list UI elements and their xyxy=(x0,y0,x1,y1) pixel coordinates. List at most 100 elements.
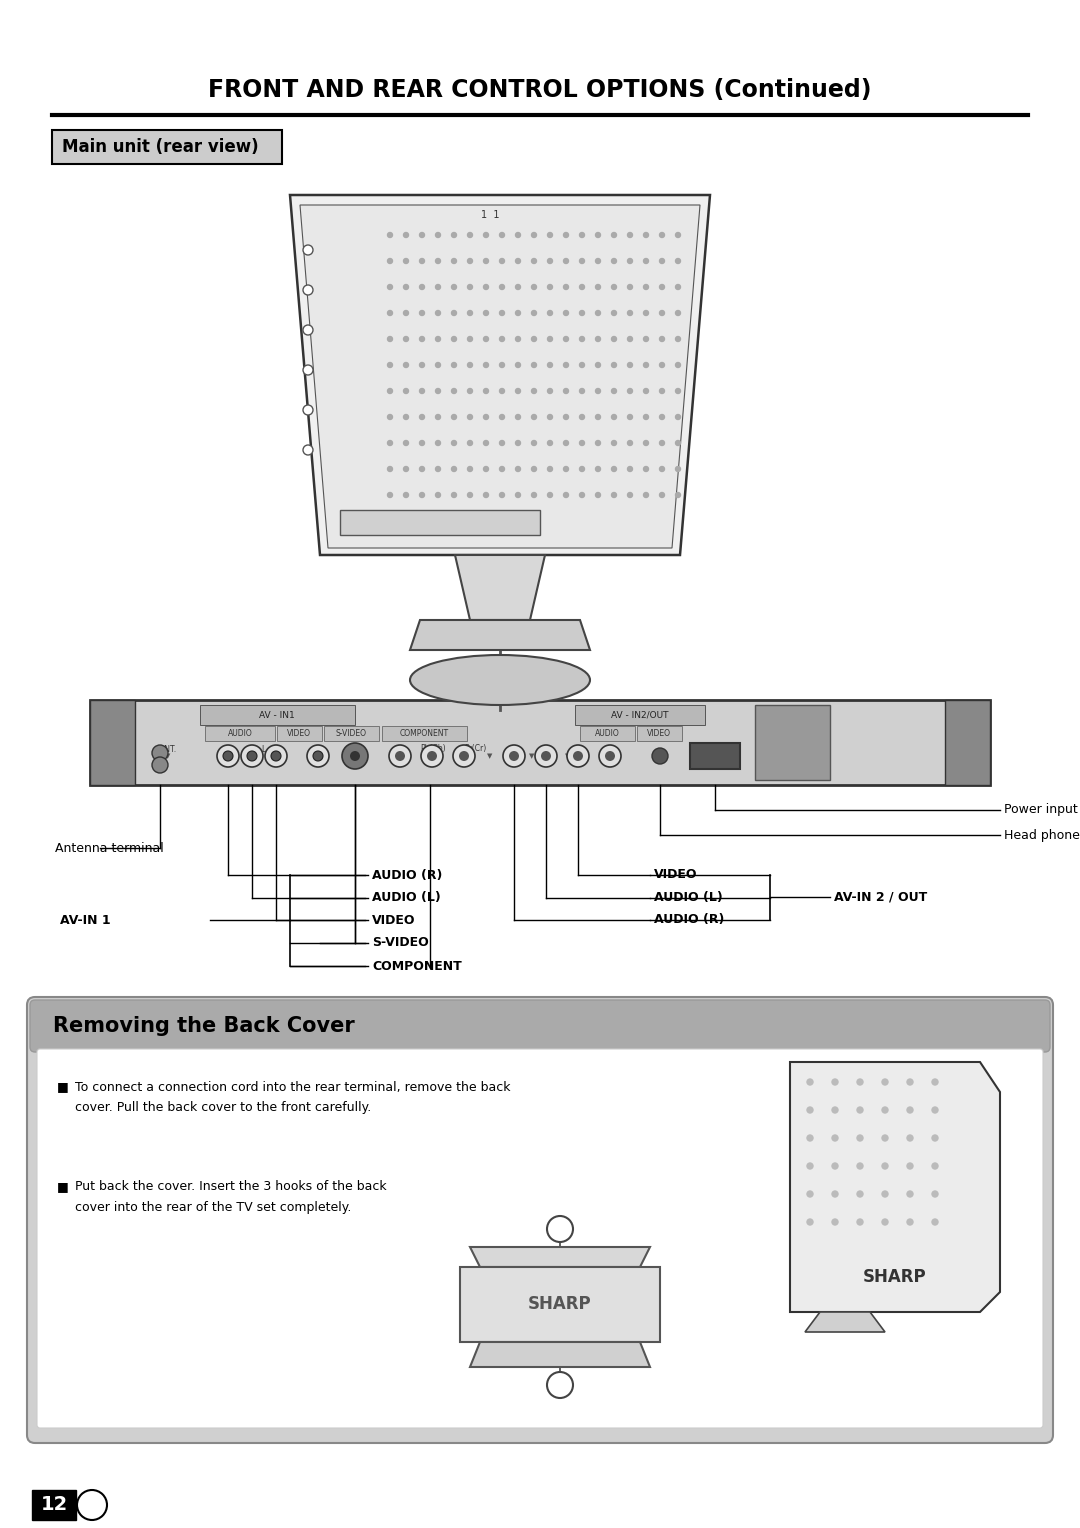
Circle shape xyxy=(858,1106,863,1112)
Text: S-VIDEO: S-VIDEO xyxy=(336,729,366,738)
Polygon shape xyxy=(300,205,700,549)
Text: DC12V: DC12V xyxy=(779,740,805,749)
Circle shape xyxy=(595,492,600,498)
Text: COMPONENT: COMPONENT xyxy=(400,729,448,738)
Circle shape xyxy=(388,388,392,394)
Circle shape xyxy=(644,388,648,394)
Circle shape xyxy=(548,232,553,237)
Circle shape xyxy=(484,310,488,315)
Circle shape xyxy=(468,466,473,472)
Circle shape xyxy=(515,440,521,446)
Circle shape xyxy=(627,284,633,289)
Text: Pr(Cr): Pr(Cr) xyxy=(464,744,486,753)
Circle shape xyxy=(303,405,313,416)
Text: ▼: ▼ xyxy=(245,753,251,759)
Circle shape xyxy=(541,750,551,761)
Text: Pb(Cb): Pb(Cb) xyxy=(420,744,446,753)
Circle shape xyxy=(484,336,488,341)
Circle shape xyxy=(644,284,648,289)
Circle shape xyxy=(531,310,537,315)
Circle shape xyxy=(644,440,648,446)
Circle shape xyxy=(627,414,633,420)
Circle shape xyxy=(468,336,473,341)
Circle shape xyxy=(499,466,504,472)
Polygon shape xyxy=(789,1062,1000,1313)
Circle shape xyxy=(611,492,617,498)
Polygon shape xyxy=(291,196,710,555)
Circle shape xyxy=(644,258,648,263)
Circle shape xyxy=(451,492,457,498)
Circle shape xyxy=(611,362,617,368)
Circle shape xyxy=(515,336,521,341)
Circle shape xyxy=(404,258,408,263)
Circle shape xyxy=(580,414,584,420)
Circle shape xyxy=(419,492,424,498)
Circle shape xyxy=(652,749,669,764)
Circle shape xyxy=(435,258,441,263)
Circle shape xyxy=(564,414,568,420)
Text: Main unit (rear view): Main unit (rear view) xyxy=(62,138,258,156)
Circle shape xyxy=(451,414,457,420)
Circle shape xyxy=(595,258,600,263)
Circle shape xyxy=(675,414,680,420)
Circle shape xyxy=(468,362,473,368)
Text: Y: Y xyxy=(396,744,402,753)
Circle shape xyxy=(435,284,441,289)
Circle shape xyxy=(350,750,360,761)
Circle shape xyxy=(832,1219,838,1225)
Circle shape xyxy=(807,1190,813,1196)
Circle shape xyxy=(404,336,408,341)
Circle shape xyxy=(807,1219,813,1225)
Circle shape xyxy=(675,336,680,341)
Bar xyxy=(382,726,467,741)
Circle shape xyxy=(627,466,633,472)
Circle shape xyxy=(435,232,441,237)
Circle shape xyxy=(419,310,424,315)
Circle shape xyxy=(660,466,664,472)
Circle shape xyxy=(388,466,392,472)
Circle shape xyxy=(627,440,633,446)
Bar xyxy=(90,700,990,785)
Circle shape xyxy=(515,284,521,289)
Circle shape xyxy=(580,492,584,498)
Circle shape xyxy=(611,258,617,263)
Circle shape xyxy=(882,1190,888,1196)
Bar xyxy=(52,130,282,163)
Circle shape xyxy=(611,232,617,237)
Circle shape xyxy=(564,388,568,394)
Circle shape xyxy=(217,746,239,767)
Text: VIDEO: VIDEO xyxy=(647,729,671,738)
Circle shape xyxy=(303,244,313,255)
Circle shape xyxy=(388,232,392,237)
Circle shape xyxy=(515,232,521,237)
Text: Removing the Back Cover: Removing the Back Cover xyxy=(53,1016,354,1036)
Circle shape xyxy=(580,388,584,394)
Circle shape xyxy=(605,750,615,761)
Circle shape xyxy=(499,414,504,420)
Circle shape xyxy=(499,310,504,315)
Circle shape xyxy=(580,466,584,472)
Text: cover. Pull the back cover to the front carefully.: cover. Pull the back cover to the front … xyxy=(75,1100,372,1114)
Circle shape xyxy=(595,414,600,420)
Circle shape xyxy=(644,414,648,420)
Circle shape xyxy=(499,388,504,394)
Circle shape xyxy=(404,492,408,498)
Circle shape xyxy=(515,362,521,368)
Circle shape xyxy=(499,362,504,368)
Circle shape xyxy=(546,1216,573,1242)
Text: VIDEO: VIDEO xyxy=(287,729,311,738)
Circle shape xyxy=(303,286,313,295)
FancyBboxPatch shape xyxy=(27,996,1053,1442)
Circle shape xyxy=(435,362,441,368)
Circle shape xyxy=(564,232,568,237)
Circle shape xyxy=(595,388,600,394)
Circle shape xyxy=(548,440,553,446)
Circle shape xyxy=(77,1490,107,1520)
Circle shape xyxy=(595,232,600,237)
Circle shape xyxy=(388,414,392,420)
Circle shape xyxy=(499,232,504,237)
Circle shape xyxy=(858,1219,863,1225)
Circle shape xyxy=(932,1219,939,1225)
Circle shape xyxy=(611,388,617,394)
Circle shape xyxy=(627,362,633,368)
